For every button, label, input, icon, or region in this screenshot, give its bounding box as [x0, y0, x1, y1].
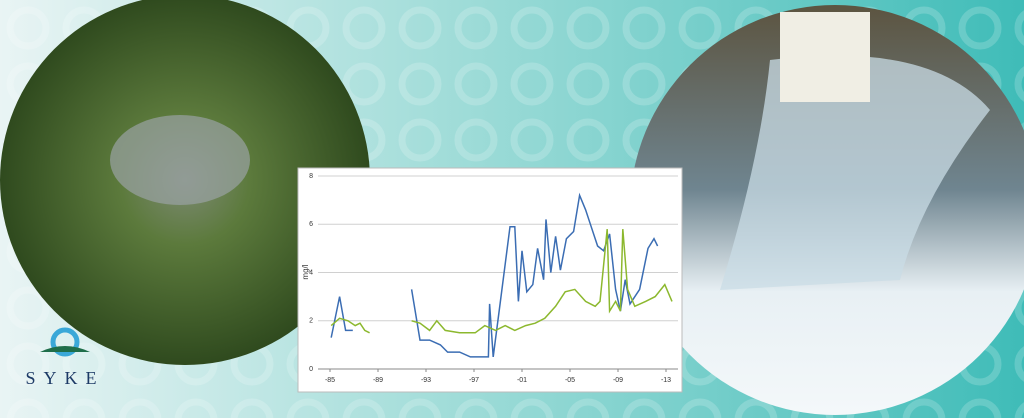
x-tick-label: -01: [517, 377, 527, 384]
photo-gauge: [780, 12, 870, 102]
x-tick-label: -05: [565, 377, 575, 384]
data-line: [330, 192, 659, 358]
y-tick-label: 6: [309, 221, 313, 228]
y-tick-label: 0: [309, 366, 313, 373]
x-tick-label: -93: [421, 377, 431, 384]
y-tick-label: 2: [309, 318, 313, 325]
x-tick-label: -85: [325, 377, 335, 384]
logo-ring: [50, 327, 80, 357]
y-axis-label: mg/l: [301, 264, 310, 279]
y-tick-label: 4: [309, 269, 313, 276]
x-tick-label: -97: [469, 377, 479, 384]
data-line: [330, 229, 673, 334]
x-tick-label: -89: [373, 377, 383, 384]
x-tick-label: -09: [613, 377, 623, 384]
chart-panel: [297, 167, 683, 393]
photo-rock: [110, 115, 250, 205]
y-tick-label: 8: [309, 173, 313, 180]
logo: SYKE: [25, 327, 104, 388]
x-tick-label: -13: [661, 377, 671, 384]
logo-hill: [40, 346, 90, 352]
photo-waterfall: [720, 55, 990, 290]
logo-text: SYKE: [25, 368, 104, 388]
